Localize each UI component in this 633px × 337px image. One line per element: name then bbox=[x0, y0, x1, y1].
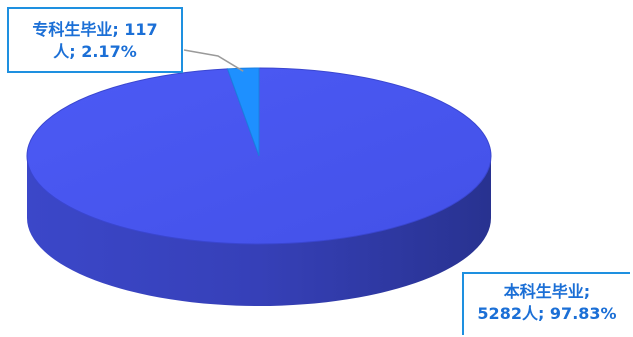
data-label-bachelor: 本科生毕业; 5282人; 97.83% bbox=[462, 272, 630, 335]
data-label-specialty-line2: 人; 2.17% bbox=[53, 42, 137, 61]
pie-slice-specialty bbox=[226, 67, 260, 157]
data-label-specialty: 专科生毕业; 117 人; 2.17% bbox=[7, 7, 183, 73]
data-label-bachelor-line2: 5282人; 97.83% bbox=[477, 304, 617, 323]
data-label-bachelor-line1: 本科生毕业; bbox=[503, 282, 591, 301]
pie-side-wall bbox=[27, 156, 491, 306]
leader-line bbox=[183, 49, 244, 72]
data-label-specialty-line1: 专科生毕业; 117 bbox=[32, 20, 158, 39]
